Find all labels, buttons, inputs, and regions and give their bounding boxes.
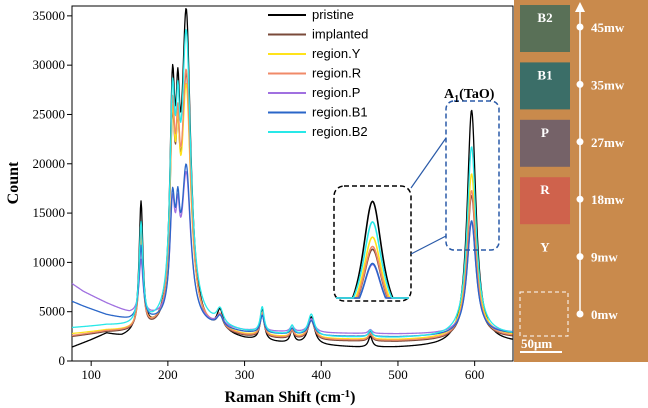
y-tick-label: 30000 (33, 57, 66, 72)
y-tick-label: 0 (59, 353, 66, 368)
legend-label: region.B2 (312, 124, 368, 139)
legend-label: region.Y (312, 46, 361, 61)
inset-line-region-B2 (336, 220, 409, 299)
x-tick-label: 100 (81, 367, 101, 382)
y-tick-label: 15000 (33, 205, 66, 220)
series-line-region-B2 (71, 28, 513, 338)
y-axis-title: Count (5, 161, 22, 204)
legend-label: region.P (312, 85, 360, 100)
inset-connector-top (410, 137, 447, 189)
y-tick-label: 25000 (33, 106, 66, 121)
x-axis-title: Raman Shift (cm-1) (225, 388, 356, 406)
axes: 100 200 300 400 500 600 0 5000 10000 15000 20000 25… (33, 8, 485, 382)
inset-line-implanted (336, 248, 409, 299)
inset-line-region-B1 (336, 262, 409, 299)
inset-line-region-R (336, 245, 409, 299)
plot-frame (71, 5, 514, 362)
y-tick-label: 20000 (33, 156, 66, 171)
x-tick-label: 500 (388, 367, 408, 382)
inset-box (333, 185, 412, 302)
series-line-region-B1 (71, 163, 513, 338)
inset-line-region-P (336, 263, 409, 299)
peak-highlight-box (445, 100, 500, 251)
x-tick-label: 300 (235, 367, 255, 382)
legend-label: region.R (312, 66, 361, 81)
inset-curves (336, 200, 409, 299)
inset-connector-bottom (410, 235, 447, 255)
peak-label: A1(TaO) (444, 87, 495, 105)
x-tick-label: 200 (158, 367, 178, 382)
legend-label: pristine (312, 7, 354, 22)
x-tick-label: 400 (312, 367, 332, 382)
series-lines (71, 7, 513, 348)
zoom-inset (333, 100, 500, 302)
y-tick-label: 10000 (33, 254, 66, 269)
legend: pristine implanted region.Y region.R region.… (268, 7, 368, 139)
x-tick-label: 600 (465, 367, 485, 382)
legend-label: region.B1 (312, 105, 368, 120)
y-tick-label: 5000 (39, 304, 65, 319)
legend-label: implanted (312, 27, 368, 42)
y-tick-label: 35000 (33, 8, 66, 23)
